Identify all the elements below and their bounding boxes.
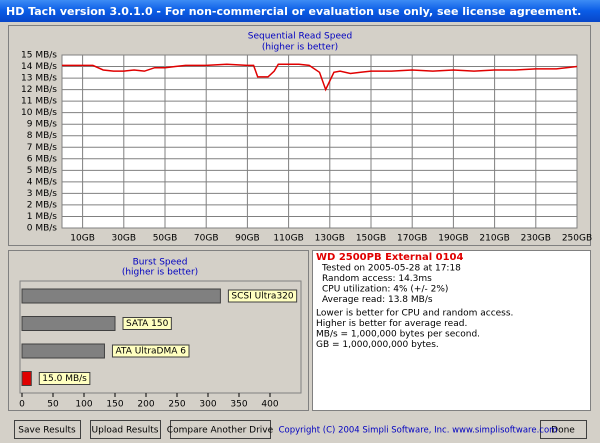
x-tick-label: 400 bbox=[261, 400, 278, 410]
buttons: Save Results Upload Results Compare Anothe… bbox=[14, 420, 587, 439]
y-tick-label: 3 MB/s bbox=[27, 189, 58, 199]
button-frame bbox=[14, 420, 81, 439]
y-tick-label: 2 MB/s bbox=[27, 200, 58, 210]
read-title: Sequential Read Speed bbox=[248, 32, 353, 42]
x-tick-label: 150GB bbox=[356, 234, 386, 244]
x-tick-label: 170GB bbox=[397, 234, 427, 244]
y-tick-label: 8 MB/s bbox=[27, 131, 58, 141]
button-frame bbox=[540, 420, 587, 439]
x-tick-label: 110GB bbox=[273, 234, 303, 244]
x-tick-label: 250 bbox=[168, 400, 185, 410]
bar-label: ATA UltraDMA 6 bbox=[115, 347, 186, 357]
label-box bbox=[38, 372, 91, 385]
y-tick-label: 15 MB/s bbox=[21, 51, 57, 61]
speed-line bbox=[62, 63, 578, 92]
x-tick-label: 130GB bbox=[315, 234, 345, 244]
x-tick-label: 100 bbox=[75, 400, 92, 410]
bar bbox=[21, 316, 116, 331]
y-tick-label: 6 MB/s bbox=[27, 154, 58, 164]
x-tick-label: 10GB bbox=[70, 234, 95, 244]
info-note: GB = 1,000,000,000 bytes. bbox=[316, 340, 439, 350]
info-line: Tested on 2005-05-28 at 17:18 bbox=[321, 264, 461, 274]
info-line: Average read: 13.8 MB/s bbox=[322, 295, 433, 305]
read-subtitle: (higher is better) bbox=[262, 43, 338, 53]
x-tick-label: 70GB bbox=[194, 234, 219, 244]
info-note: Lower is better for CPU and random acces… bbox=[316, 309, 513, 319]
y-tick-label: 1 MB/s bbox=[27, 212, 58, 222]
button[interactable]: Compare Another Drive bbox=[167, 426, 274, 436]
y-tick-label: 9 MB/s bbox=[27, 120, 58, 130]
x-tick-label: 90GB bbox=[235, 234, 260, 244]
label-box bbox=[227, 289, 298, 303]
bar bbox=[21, 288, 221, 304]
button-frame bbox=[170, 420, 271, 439]
x-tick-label: 250GB bbox=[562, 234, 592, 244]
x-tick-label: 150 bbox=[106, 400, 123, 410]
x-tick-label: 190GB bbox=[438, 234, 468, 244]
copyright-link[interactable]: Copyright (C) 2004 Simpli Software, Inc.… bbox=[279, 426, 558, 436]
bar bbox=[21, 343, 105, 359]
info-line: CPU utilization: 4% (+/- 2%) bbox=[322, 285, 448, 295]
info-note: MB/s = 1,000,000 bytes per second. bbox=[316, 330, 480, 340]
drive-name: WD 2500PB External 0104 bbox=[316, 252, 464, 263]
burst-subtitle: (higher is better) bbox=[122, 268, 198, 278]
x-tick-label: 50 bbox=[47, 400, 59, 410]
button[interactable]: Save Results bbox=[18, 426, 76, 436]
x-tick-label: 30GB bbox=[111, 234, 136, 244]
y-tick-label: 12 MB/s bbox=[21, 85, 57, 95]
info-panel bbox=[312, 250, 591, 411]
x-tick-label: 50GB bbox=[153, 234, 178, 244]
y-tick-label: 7 MB/s bbox=[27, 143, 58, 153]
value-label: 15.0 MB/s bbox=[42, 374, 87, 384]
x-tick-label: 0 bbox=[19, 400, 25, 410]
title-bar bbox=[0, 0, 600, 22]
read-plot-area bbox=[61, 54, 578, 229]
window-title: HD Tach version 3.0.1.0 - For non-commer… bbox=[6, 5, 581, 18]
x-tick-label: 200 bbox=[137, 400, 154, 410]
y-tick-label: 14 MB/s bbox=[21, 62, 57, 72]
button[interactable]: Upload Results bbox=[92, 426, 159, 436]
button-frame bbox=[90, 420, 161, 439]
info-note: Higher is better for average read. bbox=[316, 319, 467, 329]
x-tick-label: 350 bbox=[230, 400, 247, 410]
bar-label: SCSI Ultra320 bbox=[231, 292, 294, 302]
x-tick-label: 230GB bbox=[521, 234, 551, 244]
x-tick-label: 300 bbox=[199, 400, 216, 410]
bar-label: SATA 150 bbox=[126, 319, 169, 329]
x-tick-label: 210GB bbox=[479, 234, 509, 244]
y-tick-label: 11 MB/s bbox=[21, 97, 57, 107]
y-tick-label: 0 MB/s bbox=[27, 224, 58, 234]
burst-title: Burst Speed bbox=[133, 258, 188, 268]
y-tick-label: 5 MB/s bbox=[27, 166, 58, 176]
bar bbox=[21, 371, 32, 386]
button[interactable]: Done bbox=[551, 426, 575, 436]
label-box bbox=[122, 317, 172, 330]
info-line: Random access: 14.3ms bbox=[322, 274, 432, 284]
label-box bbox=[111, 344, 190, 358]
y-tick-label: 13 MB/s bbox=[21, 74, 57, 84]
y-tick-label: 10 MB/s bbox=[21, 108, 57, 118]
y-tick-label: 4 MB/s bbox=[27, 177, 58, 187]
